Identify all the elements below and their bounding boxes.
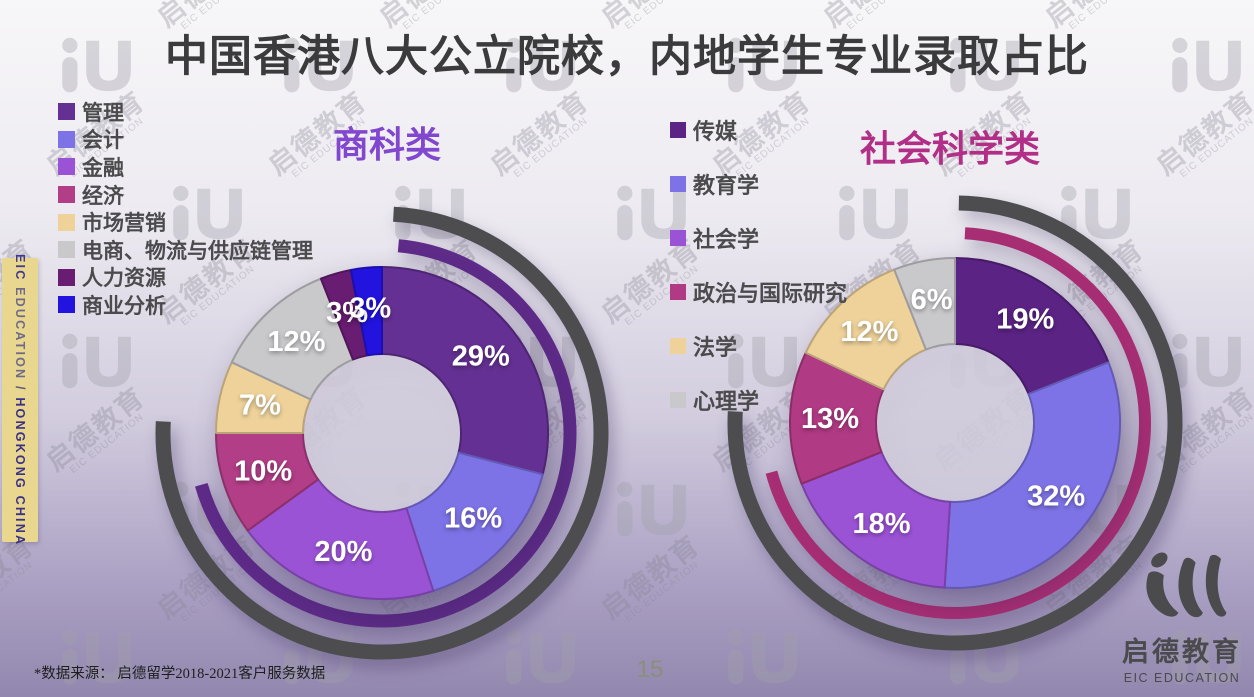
legend-color-swatch: [670, 338, 686, 354]
page-number: 15: [636, 656, 664, 683]
legend-color-swatch: [58, 186, 75, 204]
svg-text:6%: 6%: [911, 284, 953, 316]
sidebar-eic-label: EIC: [13, 253, 27, 282]
eic-brand-block: 启德教育 EIC EDUCATION: [1112, 550, 1252, 685]
svg-text:16%: 16%: [444, 503, 502, 535]
sidebar-vertical-text: EIC EDUCATION / HONGKONG CHINA: [13, 254, 27, 546]
legend-color-swatch: [670, 122, 686, 138]
svg-text:12%: 12%: [840, 316, 898, 348]
svg-text:19%: 19%: [996, 304, 1054, 336]
social-chart-title: 社会科学类: [859, 128, 1040, 169]
legend-color-swatch: [58, 296, 75, 314]
legend-item: 商业分析: [58, 291, 313, 319]
svg-text:3%: 3%: [326, 297, 368, 329]
svg-text:10%: 10%: [234, 456, 292, 488]
sidebar-region-label: HONGKONG CHINA: [13, 391, 27, 547]
legend-color-swatch: [58, 130, 75, 148]
legend-item: 电商、物流与供应链管理: [58, 236, 313, 264]
legend-color-swatch: [58, 213, 75, 231]
legend-color-swatch: [670, 392, 686, 408]
svg-text:3%: 3%: [349, 293, 391, 325]
legend-item: 人力资源: [58, 264, 313, 292]
sidebar-separator: /: [13, 385, 27, 392]
data-source-footnote: *数据来源： 启德留学2018-2021客户服务数据: [34, 666, 326, 682]
legend-item-label: 社会学: [693, 227, 760, 252]
legend-item-label: 商业分析: [82, 294, 166, 318]
social-donut-chart: 19% 32% 18% 13% 12% 6%: [727, 195, 1183, 651]
legend-item: 教育学: [670, 157, 847, 211]
svg-text:7%: 7%: [239, 390, 281, 422]
legend-item: 市场营销: [58, 208, 313, 236]
legend-item: 会计: [58, 126, 313, 154]
legend-color-swatch: [58, 268, 75, 286]
legend-item: 经济: [58, 181, 313, 209]
legend-item-label: 市场营销: [82, 212, 166, 236]
legend-color-swatch: [58, 241, 75, 259]
legend-item-label: 教育学: [693, 173, 760, 198]
legend-item-label: 电商、物流与供应链管理: [82, 239, 313, 263]
legend-item-label: 经济: [82, 184, 124, 208]
legend-item: 传媒: [670, 103, 847, 157]
legend-item-label: 人力资源: [82, 267, 166, 291]
legend-item: 金融: [58, 153, 313, 181]
legend-item: 社会学: [670, 211, 847, 265]
legend-item-label: 政治与国际研究: [693, 281, 848, 306]
legend-color-swatch: [670, 284, 686, 300]
svg-text:32%: 32%: [1027, 480, 1085, 512]
svg-text:13%: 13%: [801, 403, 859, 435]
svg-text:20%: 20%: [314, 536, 372, 568]
watermark-iu-logo-icon: [62, 333, 131, 389]
svg-text:29%: 29%: [452, 340, 510, 372]
legend-color-swatch: [670, 230, 686, 246]
eic-flame-logo-icon: [1146, 552, 1227, 618]
brand-en-label: EIC EDUCATION: [1123, 671, 1241, 685]
legend-color-swatch: [58, 103, 75, 121]
business-donut-chart: 29%16%20%10%7%12%3%3%: [155, 206, 609, 660]
page-title: 中国香港八大公立院校，内地学生专业录取占比: [165, 33, 1089, 81]
business-chart-title: 商科类: [332, 124, 441, 165]
legend-item-label: 会计: [82, 129, 124, 153]
legend-item-label: 法学: [693, 335, 738, 360]
sidebar-education-label: EDUCATION: [13, 281, 27, 386]
legend-item-label: 传媒: [693, 119, 738, 144]
legend-item: 心理学: [670, 373, 847, 427]
svg-text:18%: 18%: [853, 508, 911, 540]
legend-item: 法学: [670, 319, 847, 373]
legend-item: 政治与国际研究: [670, 265, 847, 319]
sidebar-tab: EIC EDUCATION / HONGKONG CHINA: [2, 254, 38, 546]
legend-item: 管理: [58, 98, 313, 126]
business-legend: 管理 会计 金融 经济 市场营销 电商、物流与供应链管理 人力资源: [58, 98, 313, 319]
legend-color-swatch: [58, 158, 75, 176]
legend-item-label: 管理: [82, 101, 124, 125]
brand-cn-label: 启德教育: [1122, 637, 1242, 667]
legend-item-label: 金融: [82, 156, 124, 180]
svg-text:12%: 12%: [267, 326, 325, 358]
legend-color-swatch: [670, 176, 686, 192]
social-legend: 传媒 教育学 社会学 政治与国际研究 法学 心理学: [670, 103, 847, 427]
legend-item-label: 心理学: [693, 389, 760, 414]
